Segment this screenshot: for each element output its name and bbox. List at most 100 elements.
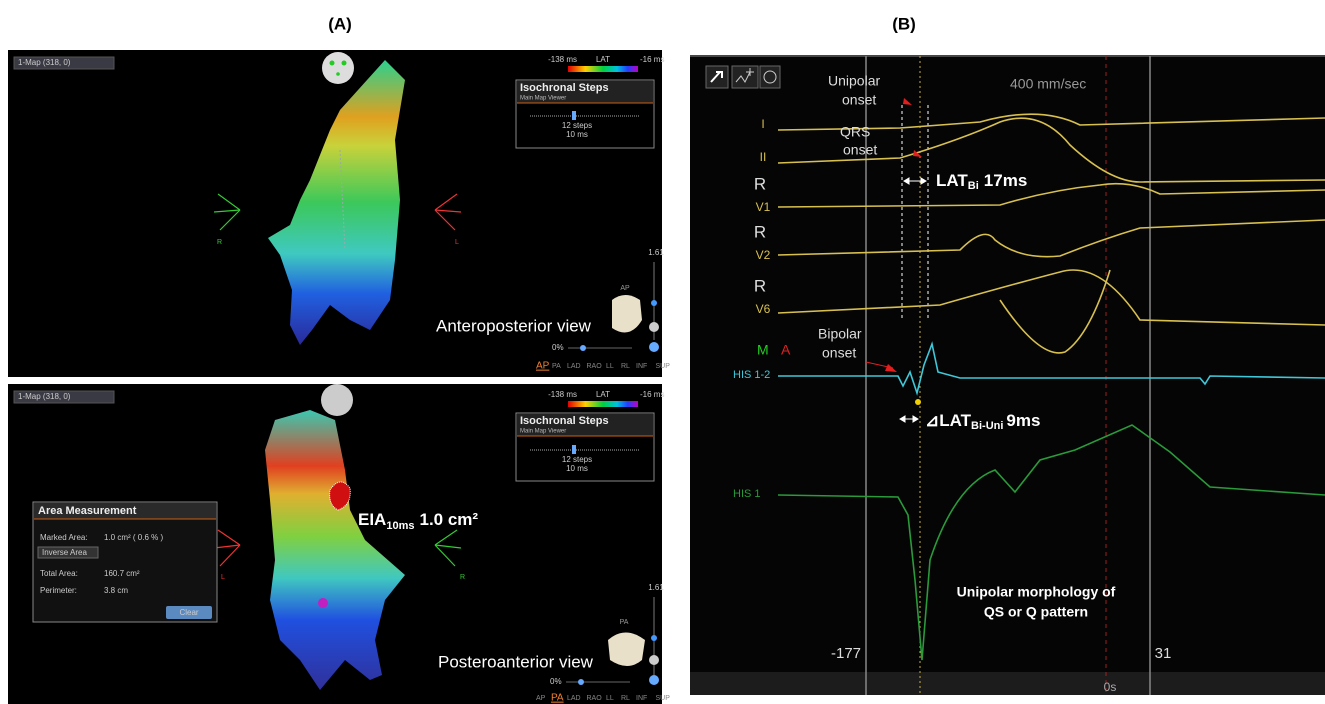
field-value: 1.0 cm² ( 0.6 % ) [104,533,163,542]
annotation: onset [843,142,877,158]
map-selector-text: 1-Map (318, 0) [18,392,71,401]
map-selector-text: 1-Map (318, 0) [18,58,71,67]
decoration [336,72,340,76]
tool-button[interactable] [760,66,780,88]
decoration [649,655,659,665]
view-icon-label: PA [620,619,629,626]
ecg-panel: Unipolar onset 400 mm/sec QRS onset Bipo… [690,55,1325,695]
panel-label: (A) [328,14,352,33]
iso-subtitle: Main Map Viewer [520,429,566,435]
axis-label: R [217,239,222,246]
lat-colorbar [568,66,638,72]
view-button[interactable]: PA [551,693,564,704]
view-button[interactable]: LL [606,695,614,702]
time-label: 0s [1104,680,1117,694]
axis-label: L [221,574,225,581]
decoration [342,61,347,66]
view-button[interactable]: LL [606,363,614,370]
lead-name: I [761,117,764,131]
marker-label: M [757,342,769,358]
lat-max: -16 ms [640,390,664,399]
iso-slider[interactable] [572,111,576,120]
sweep-speed: 400 mm/sec [1010,76,1086,92]
lat-max: -16 ms [640,55,664,64]
scale-label: 1.61 [648,248,664,257]
lat-title: LAT [596,55,610,64]
lat-title: LAT [596,390,610,399]
percent: 0% [550,677,562,686]
iso-ms: 10 ms [566,464,588,473]
decoration [649,322,659,332]
decoration [649,675,659,685]
time-label: 31 [1155,645,1172,662]
field-value: 3.8 cm [104,586,128,595]
orientation-head [322,52,354,84]
lat-min: -138 ms [548,55,577,64]
view-icon-label: AP [620,285,630,292]
view-button[interactable]: AP [536,695,546,702]
map-view: 1-Map (318, 0) -138 ms LAT -16 ms Isochr… [8,50,670,377]
view-button[interactable]: RAO [587,363,603,370]
iso-subtitle: Main Map Viewer [520,96,566,102]
dialog-title: Area Measurement [38,505,137,517]
decoration [649,342,659,352]
lead-ref: R [754,174,766,193]
panel-label: (B) [892,14,916,33]
area-dialog: Area Measurement Marked Area: 1.0 cm² ( … [33,502,217,622]
lead-ref: R [754,222,766,241]
view-button[interactable]: RL [621,363,630,370]
lead-ref: R [754,276,766,295]
view-button[interactable]: PA [552,363,561,370]
iso-slider[interactable] [572,445,576,454]
view-button[interactable]: LAD [567,695,581,702]
tool-button[interactable] [706,66,728,88]
decoration [651,300,657,306]
figure: (A) (B) 1-Map (318, 0) -138 ms LAT -16 m… [0,0,1325,704]
orientation-head [321,384,353,416]
view-button[interactable]: INF [636,695,647,702]
annotation: QRS [840,124,870,140]
lead-name: V2 [756,248,771,262]
lat-min: -138 ms [548,390,577,399]
axis-label: L [455,239,459,246]
iso-title: Isochronal Steps [520,415,609,427]
iso-ms: 10 ms [566,130,588,139]
percent: 0% [552,343,564,352]
decoration [690,672,1325,695]
lat-colorbar [568,401,638,407]
decoration [318,598,328,608]
map-view: 1-Map (318, 0) -138 ms LAT -16 ms Isochr… [8,384,670,704]
view-button[interactable]: INF [636,363,647,370]
view-caption: Posteroanterior view [438,652,594,671]
lead-name: V1 [756,200,771,214]
button-text: Clear [179,608,198,617]
view-button[interactable]: RAO [587,695,603,702]
view-button[interactable]: LAD [567,363,581,370]
iso-steps: 12 steps [562,455,592,464]
tool-button[interactable] [732,66,758,88]
view-button[interactable]: RL [621,695,630,702]
iso-steps: 12 steps [562,121,592,130]
view-button[interactable]: SUP [656,695,671,702]
field-label: Perimeter: [40,586,77,595]
scale-label: 1.61 [648,583,664,592]
decoration [33,502,217,622]
field-label: Total Area: [40,569,78,578]
axis-label: R [460,574,465,581]
iso-title: Isochronal Steps [520,82,609,94]
decoration [330,61,335,66]
time-label: -177 [831,645,861,662]
decoration [578,679,584,685]
marker-label: A [781,342,791,358]
channel-label: HIS 1 [733,488,761,500]
decoration [651,635,657,641]
lead-name: II [760,150,767,164]
onset-marker [915,399,921,405]
channel-label: HIS 1-2 [733,369,770,381]
annotation: onset [822,345,856,361]
view-button[interactable]: SUP [656,363,671,370]
field-label: Marked Area: [40,533,88,542]
annotation: QS or Q pattern [984,604,1088,620]
view-button[interactable]: AP [536,361,550,372]
annotation: onset [842,92,876,108]
